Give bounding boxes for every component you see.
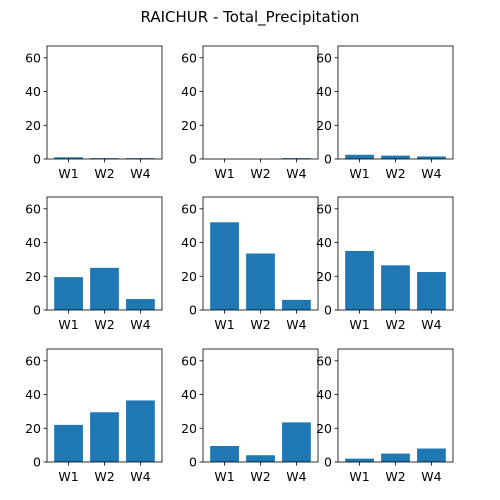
bar-w2 — [381, 156, 410, 159]
bar-w2 — [90, 412, 119, 462]
y-tick-label: 60 — [181, 50, 197, 65]
y-tick-label: 20 — [181, 421, 197, 436]
bar-w4 — [126, 400, 155, 462]
bar-w2 — [381, 265, 410, 310]
bar-w1 — [54, 277, 83, 310]
x-tick-label: W4 — [130, 317, 150, 332]
y-tick-label: 20 — [316, 421, 332, 436]
bar-w1 — [54, 425, 83, 462]
x-tick-label: W2 — [94, 166, 114, 181]
y-tick-label: 0 — [324, 152, 332, 167]
y-tick-label: 40 — [181, 235, 197, 250]
y-tick-label: 60 — [316, 353, 332, 368]
x-tick-label: W2 — [250, 166, 270, 181]
y-tick-label: 60 — [181, 353, 197, 368]
y-tick-label: 60 — [181, 201, 197, 216]
x-tick-label: W2 — [385, 166, 405, 181]
bar-w2 — [246, 455, 275, 462]
y-tick-label: 60 — [25, 50, 41, 65]
subplot-1: 0 20 40 60 W1 W2 W4 — [25, 46, 162, 181]
bar-w2 — [90, 268, 119, 310]
bar-w1 — [210, 446, 239, 462]
y-tick-label: 0 — [33, 455, 41, 470]
subplot-5: 0 20 40 60 W1 W2 W4 — [181, 197, 318, 332]
x-tick-label: W4 — [421, 469, 441, 484]
x-tick-label: W1 — [58, 317, 78, 332]
subplot-6: 0 20 40 60 W1 W2 W4 — [316, 197, 453, 332]
subplot-8: 0 20 40 60 W1 W2 W4 — [181, 349, 318, 484]
subplot-7: 0 20 40 60 W1 W2 W4 — [25, 349, 162, 484]
x-tick-label: W4 — [286, 469, 306, 484]
subplot-4: 0 20 40 60 W1 W2 W4 — [25, 197, 162, 332]
x-tick-label: W4 — [130, 469, 150, 484]
x-tick-label: W2 — [385, 469, 405, 484]
y-tick-label: 0 — [33, 303, 41, 318]
y-tick-label: 40 — [181, 387, 197, 402]
x-tick-label: W4 — [286, 317, 306, 332]
y-tick-label: 40 — [181, 84, 197, 99]
x-tick-label: W1 — [214, 166, 234, 181]
axes-frame — [338, 46, 453, 159]
y-tick-label: 0 — [189, 455, 197, 470]
y-tick-label: 40 — [25, 387, 41, 402]
y-tick-label: 40 — [25, 235, 41, 250]
x-tick-label: W1 — [349, 166, 369, 181]
bar-w4 — [417, 449, 446, 462]
y-tick-label: 20 — [181, 269, 197, 284]
subplot-3: 0 20 40 60 W1 W2 W4 — [316, 46, 453, 181]
y-tick-label: 60 — [25, 353, 41, 368]
axes-frame — [47, 46, 162, 159]
y-tick-label: 20 — [25, 269, 41, 284]
bar-w1 — [210, 222, 239, 310]
bar-w4 — [282, 422, 311, 462]
y-tick-label: 0 — [33, 152, 41, 167]
y-tick-label: 0 — [324, 303, 332, 318]
y-tick-label: 40 — [25, 84, 41, 99]
x-tick-label: W2 — [385, 317, 405, 332]
y-tick-label: 20 — [316, 269, 332, 284]
bar-w1 — [345, 459, 374, 462]
x-tick-label: W1 — [214, 317, 234, 332]
y-tick-label: 40 — [316, 84, 332, 99]
x-tick-label: W4 — [286, 166, 306, 181]
subplot-2: 0 20 40 60 W1 W2 W4 — [181, 46, 318, 181]
y-tick-label: 60 — [316, 201, 332, 216]
x-tick-label: W4 — [421, 317, 441, 332]
x-tick-label: W2 — [94, 469, 114, 484]
y-tick-label: 60 — [25, 201, 41, 216]
y-tick-label: 20 — [25, 421, 41, 436]
bar-w4 — [417, 272, 446, 310]
y-tick-label: 60 — [316, 50, 332, 65]
bar-w2 — [246, 254, 275, 311]
bar-w1 — [345, 251, 374, 310]
y-tick-label: 40 — [316, 387, 332, 402]
bar-w1 — [345, 155, 374, 159]
x-tick-label: W1 — [349, 317, 369, 332]
x-tick-label: W2 — [250, 469, 270, 484]
y-tick-label: 0 — [324, 455, 332, 470]
bar-w4 — [282, 300, 311, 310]
x-tick-label: W2 — [250, 317, 270, 332]
y-tick-label: 0 — [189, 303, 197, 318]
x-tick-label: W2 — [94, 317, 114, 332]
y-tick-label: 0 — [189, 152, 197, 167]
subplot-9: 0 20 40 60 W1 W2 W4 — [316, 349, 453, 484]
axes-frame — [203, 46, 318, 159]
y-tick-label: 20 — [25, 118, 41, 133]
bar-w4 — [126, 299, 155, 310]
x-tick-label: W1 — [214, 469, 234, 484]
x-tick-label: W1 — [58, 469, 78, 484]
bar-w2 — [381, 454, 410, 462]
x-tick-label: W1 — [349, 469, 369, 484]
y-tick-label: 20 — [316, 118, 332, 133]
figure-title: RAICHUR - Total_Precipitation — [141, 8, 360, 27]
axes-frame — [338, 349, 453, 462]
x-tick-label: W4 — [130, 166, 150, 181]
x-tick-label: W1 — [58, 166, 78, 181]
x-tick-label: W4 — [421, 166, 441, 181]
y-tick-label: 40 — [316, 235, 332, 250]
y-tick-label: 20 — [181, 118, 197, 133]
